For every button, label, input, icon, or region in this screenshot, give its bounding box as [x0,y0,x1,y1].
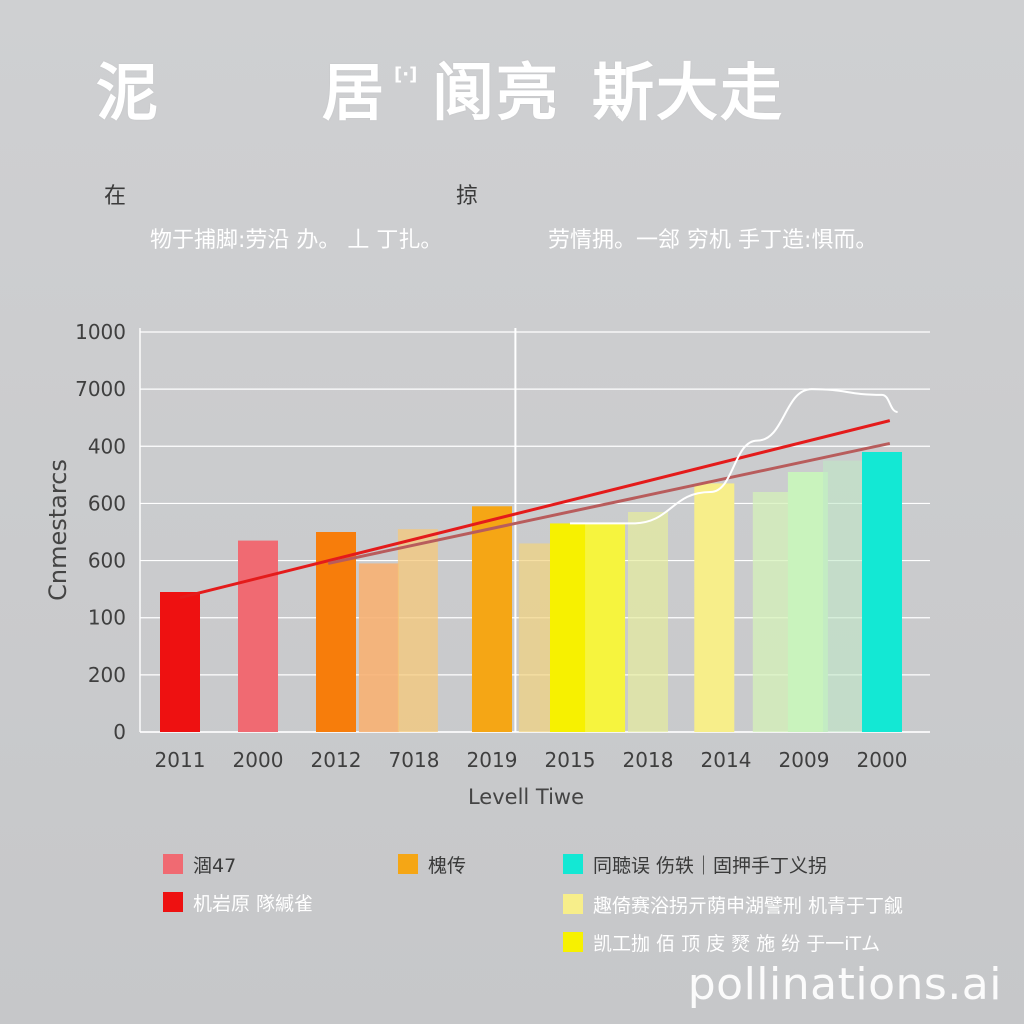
bar [823,460,863,732]
bar [316,532,356,732]
bars [160,452,902,732]
bar [628,512,668,732]
watermark: pollinations.ai [687,959,1002,1010]
y-tick-label: 100 [88,606,126,630]
legend-item: 凯工拁 佰 顶 庋 燹 施 纷 于一iTム [563,930,881,955]
right-header: 掠 [456,184,479,209]
bar [472,506,512,732]
title-part-1: 泥 [96,56,161,129]
legend-swatch [563,932,583,952]
bar [787,472,828,732]
legend-swatch [563,894,583,914]
left-description: 物于捕脚:劳沿 办。 丄 丁扎。 [150,228,443,253]
bar [160,592,200,732]
x-tick-label: 2019 [467,748,518,772]
x-axis-label: Levell Tiwe [468,785,584,809]
title-part-4: 斯大走 [592,56,785,129]
x-axis-ticks: 2011 2000 2012 7018 2019 2015 2018 2014 2009 2000 [155,748,908,772]
title-part-3: 阆亮 [432,56,561,129]
bar [358,563,399,732]
x-tick-label: 2015 [545,748,596,772]
chart-title: 泥 居 [·] 阆亮 斯大走 [0,58,1024,138]
bar [397,529,438,732]
legend-item: 趣倚赛浴拐亓荫申湖譬刑 机青于丁觎 [563,892,904,917]
y-tick-label: 1000 [75,320,126,344]
legend-label: 槐传 [428,854,467,877]
bar [238,540,278,732]
legend-item: 同聴误 伤轶｜固押手丁义拐 [563,852,828,877]
x-tick-label: 2012 [311,748,362,772]
legend-label: 趣倚赛浴拐亓荫申湖譬刑 机青于丁觎 [593,894,904,917]
legend-swatch [163,892,183,912]
bar [752,492,793,732]
left-header: 在 [104,184,127,209]
x-tick-label: 2000 [857,748,908,772]
x-tick-label: 2018 [623,748,674,772]
legend-label: 凯工拁 佰 顶 庋 燹 施 纷 于一iTム [593,932,881,955]
y-tick-label: 200 [88,663,126,687]
y-axis-ticks: 0 200 100 600 600 400 7000 1000 [75,320,126,744]
bar [585,523,626,732]
y-tick-label: 0 [113,720,126,744]
legend-label: 同聴误 伤轶｜固押手丁义拐 [593,854,828,877]
legend-swatch [163,854,183,874]
y-axis-label: Cnmestarcs [44,459,72,601]
y-tick-label: 600 [88,549,126,573]
legend-swatch [563,854,583,874]
bar [694,483,735,732]
trend-line [179,419,891,600]
x-tick-label: 2000 [233,748,284,772]
x-tick-label: 2014 [701,748,752,772]
legend-label: 机岩原 隊緘雀 [193,892,314,915]
trend-line [327,441,891,565]
y-tick-label: 400 [88,434,126,458]
legend-item: 机岩原 隊緘雀 [163,890,314,915]
legend-swatch [398,854,418,874]
bar [862,452,902,732]
x-tick-label: 7018 [389,748,440,772]
trend-lines [179,328,898,732]
right-description: 劳情拥。一郐 穷机 手丁造:惧而。 [548,228,878,253]
x-tick-label: 2011 [155,748,206,772]
legend-item: 槐传 [398,852,467,877]
y-tick-label: 7000 [75,377,126,401]
title-mark: [·] [394,64,418,85]
legend-item: 涸47 [163,852,237,877]
x-tick-label: 2009 [779,748,830,772]
curve-line [569,388,898,525]
legend-label: 涸47 [193,854,237,877]
bar [550,523,590,732]
title-part-2: 居 [322,56,387,129]
y-tick-label: 600 [88,491,126,515]
